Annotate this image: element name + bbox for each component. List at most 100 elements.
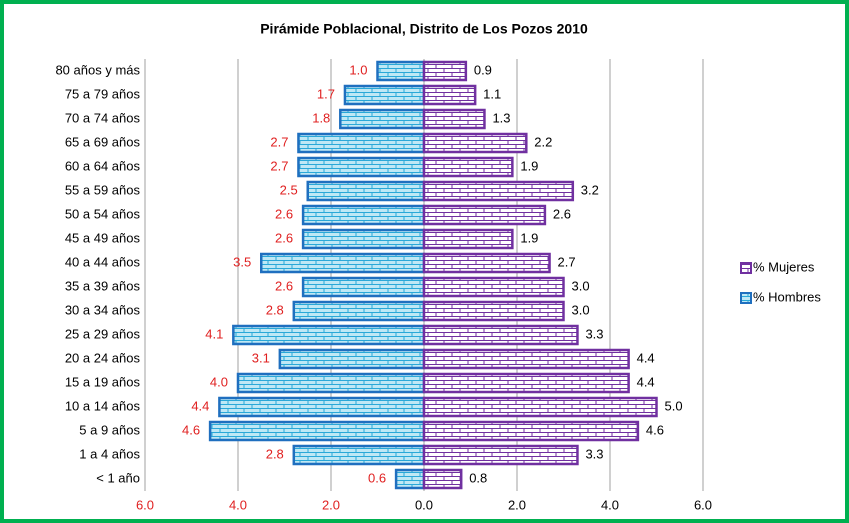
data-label: 4.6 (646, 422, 664, 437)
data-label: 1.1 (483, 86, 501, 101)
x-tick-label: 6.0 (136, 497, 154, 512)
data-label: 4.4 (637, 374, 655, 389)
legend-label: % Hombres (753, 289, 821, 304)
bar (422, 252, 551, 274)
data-label: 2.6 (553, 206, 571, 221)
bar (297, 156, 426, 178)
bar (422, 156, 514, 178)
bar (292, 300, 426, 322)
y-tick-label: 45 a 49 años (65, 230, 141, 245)
data-label: 3.3 (585, 446, 603, 461)
data-label: 3.3 (585, 326, 603, 341)
bar (422, 468, 463, 490)
y-tick-label: 40 a 44 años (65, 254, 141, 269)
x-tick-label: 4.0 (229, 497, 247, 512)
bar (301, 276, 426, 298)
bar (339, 108, 426, 130)
data-label: 4.4 (637, 350, 655, 365)
x-tick-label: 4.0 (601, 497, 619, 512)
x-tick-label: 0.0 (415, 497, 433, 512)
data-label: 3.0 (572, 302, 590, 317)
y-tick-label: 65 a 69 años (65, 134, 141, 149)
bar (422, 108, 486, 130)
bar (301, 204, 426, 226)
data-label: 1.8 (312, 110, 330, 125)
legend-label: % Mujeres (753, 259, 815, 274)
bar (218, 396, 426, 418)
data-label: 2.8 (266, 446, 284, 461)
legend-swatch (740, 262, 752, 274)
data-label: 4.1 (205, 326, 223, 341)
x-tick-label: 2.0 (322, 497, 340, 512)
data-label: 3.1 (252, 350, 270, 365)
bar (278, 348, 426, 370)
y-tick-label: 75 a 79 años (65, 86, 141, 101)
bar (208, 420, 426, 442)
data-label: 4.0 (210, 374, 228, 389)
bar (422, 84, 477, 106)
bar (232, 324, 426, 346)
bar (422, 348, 630, 370)
bar (422, 444, 579, 466)
bar (422, 300, 565, 322)
bar (236, 372, 426, 394)
bar (301, 228, 426, 250)
bar (422, 276, 565, 298)
bar (422, 132, 528, 154)
data-label: 1.7 (317, 86, 335, 101)
data-label: 0.9 (474, 62, 492, 77)
bar (292, 444, 426, 466)
data-label: 5.0 (665, 398, 683, 413)
data-label: 1.9 (520, 230, 538, 245)
data-label: 2.6 (275, 206, 293, 221)
legend-swatch (740, 292, 752, 304)
y-tick-label: 1 a 4 años (79, 446, 140, 461)
y-tick-label: 35 a 39 años (65, 278, 141, 293)
data-label: 2.2 (534, 134, 552, 149)
data-label: 2.5 (280, 182, 298, 197)
bar (422, 420, 640, 442)
data-label: 2.8 (266, 302, 284, 317)
bar (422, 180, 575, 202)
data-label: 2.7 (270, 134, 288, 149)
bar (343, 84, 426, 106)
data-label: 4.6 (182, 422, 200, 437)
data-label: 3.5 (233, 254, 251, 269)
data-label: 3.0 (572, 278, 590, 293)
data-label: 0.8 (469, 470, 487, 485)
data-label: 2.6 (275, 278, 293, 293)
data-label: 2.6 (275, 230, 293, 245)
bar (260, 252, 426, 274)
y-tick-label: 20 a 24 años (65, 350, 141, 365)
chart-title: Pirámide Poblacional, Distrito de Los Po… (260, 21, 588, 37)
x-tick-label: 2.0 (508, 497, 526, 512)
bar (422, 60, 468, 82)
data-label: 1.0 (349, 62, 367, 77)
bar (306, 180, 426, 202)
bar (422, 204, 547, 226)
bar (376, 60, 426, 82)
bar (297, 132, 426, 154)
data-label: 3.2 (581, 182, 599, 197)
data-label: 2.7 (270, 158, 288, 173)
y-tick-label: 55 a 59 años (65, 182, 141, 197)
y-tick-label: 30 a 34 años (65, 302, 141, 317)
bar (422, 228, 514, 250)
y-tick-label: 60 a 64 años (65, 158, 141, 173)
data-label: 1.3 (492, 110, 510, 125)
y-tick-label: 15 a 19 años (65, 374, 141, 389)
y-tick-label: 10 a 14 años (65, 398, 141, 413)
y-tick-label: 5 a 9 años (79, 422, 140, 437)
y-tick-label: 25 a 29 años (65, 326, 141, 341)
y-tick-label: 50 a 54 años (65, 206, 141, 221)
y-tick-label: < 1 año (96, 470, 140, 485)
data-label: 2.7 (558, 254, 576, 269)
data-label: 1.9 (520, 158, 538, 173)
data-label: 4.4 (191, 398, 209, 413)
bar (422, 396, 658, 418)
bar (422, 372, 630, 394)
bar (394, 468, 426, 490)
x-tick-label: 6.0 (694, 497, 712, 512)
y-tick-label: 70 a 74 años (65, 110, 141, 125)
bar (422, 324, 579, 346)
